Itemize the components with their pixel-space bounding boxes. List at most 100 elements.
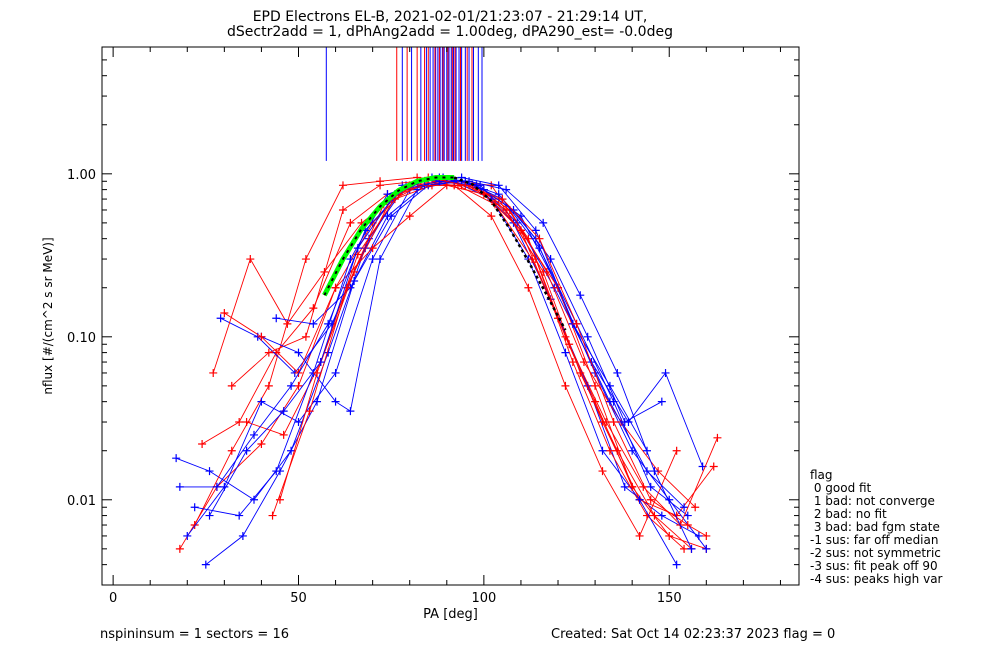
series-line [194, 177, 648, 517]
fit-curve [322, 175, 455, 297]
series-line [179, 180, 663, 488]
data-point [535, 234, 544, 243]
axes: 0 50 100 150 0.01 0.10 1.00 [67, 46, 799, 606]
data-point [650, 511, 659, 520]
y-tick-label: 0.01 [67, 494, 96, 509]
data-point [502, 205, 511, 214]
data-point [342, 283, 351, 292]
data-point [687, 544, 696, 553]
spike-lines [325, 47, 483, 161]
data-point [309, 319, 318, 328]
data-point [568, 358, 577, 367]
data-point [383, 212, 392, 221]
data-point [598, 446, 607, 455]
fit-curves [322, 175, 567, 331]
data-point [227, 381, 236, 390]
data-point [238, 531, 247, 540]
flag-legend-item: 1 bad: not converge [810, 494, 935, 508]
data-point [338, 181, 347, 190]
data-point [680, 503, 689, 512]
data-point [264, 381, 273, 390]
data-point [583, 332, 592, 341]
data-point [635, 495, 644, 504]
data-point [172, 454, 181, 463]
data-point [613, 446, 622, 455]
plot-frame [101, 46, 800, 586]
series-lines [172, 173, 722, 569]
data-point [713, 433, 722, 442]
data-point [190, 503, 199, 512]
data-point [561, 348, 570, 357]
data-point [494, 190, 503, 199]
data-point [579, 358, 588, 367]
data-point [316, 358, 325, 367]
data-point [250, 430, 259, 439]
data-point [283, 319, 292, 328]
data-point [565, 340, 574, 349]
data-point [490, 200, 499, 209]
data-point [657, 397, 666, 406]
data-point [646, 495, 655, 504]
data-point [605, 446, 614, 455]
flag-legend-item: 2 bad: no fit [810, 507, 887, 521]
data-point [350, 267, 359, 276]
data-point [346, 218, 355, 227]
data-point [661, 368, 670, 377]
data-point [250, 495, 259, 504]
data-point [268, 511, 277, 520]
data-point [175, 544, 184, 553]
data-point [576, 291, 585, 300]
data-point [613, 368, 622, 377]
y-axis-label: nflux [#/(cm^2 s sr MeV)] [41, 237, 55, 394]
flag-legend-title: flag [810, 468, 833, 482]
flag-legend-item: 0 good fit [810, 481, 872, 495]
data-point [242, 446, 251, 455]
data-point [642, 467, 651, 476]
data-point [605, 397, 614, 406]
data-point [479, 190, 488, 199]
data-point [205, 511, 214, 520]
series-line [186, 180, 707, 550]
data-point [650, 467, 659, 476]
data-point [509, 205, 518, 214]
data-point [672, 560, 681, 569]
data-point [324, 319, 333, 328]
data-point [220, 308, 229, 317]
data-point [498, 195, 507, 204]
data-point [628, 482, 637, 491]
data-point [353, 244, 362, 253]
data-point [272, 314, 281, 323]
data-point [453, 181, 462, 190]
data-point [257, 439, 266, 448]
data-point [227, 446, 236, 455]
data-point [313, 397, 322, 406]
x-tick-label: 150 [657, 591, 682, 606]
data-point [405, 212, 414, 221]
fit-curve-model [453, 176, 567, 331]
data-point [539, 267, 548, 276]
series-line [220, 177, 704, 467]
data-point [683, 511, 692, 520]
data-point [279, 407, 288, 416]
data-point [702, 531, 711, 540]
data-point [331, 283, 340, 292]
data-point [620, 418, 629, 427]
y-tick-label: 1.00 [67, 168, 96, 183]
flag-legend-item: 3 bad: bad fgm state [810, 520, 940, 534]
data-point [346, 255, 355, 264]
data-point [635, 531, 644, 540]
data-point [212, 482, 221, 491]
data-point [301, 332, 310, 341]
data-point [294, 418, 303, 427]
data-point [376, 181, 385, 190]
data-point [205, 467, 214, 476]
data-point [209, 368, 218, 377]
data-point [539, 218, 548, 227]
data-point [531, 226, 540, 235]
data-point [246, 255, 255, 264]
data-point [183, 531, 192, 540]
flag-legend-item: -3 sus: fit peak off 90 [810, 559, 938, 573]
data-point [528, 255, 537, 264]
data-point [242, 418, 251, 427]
